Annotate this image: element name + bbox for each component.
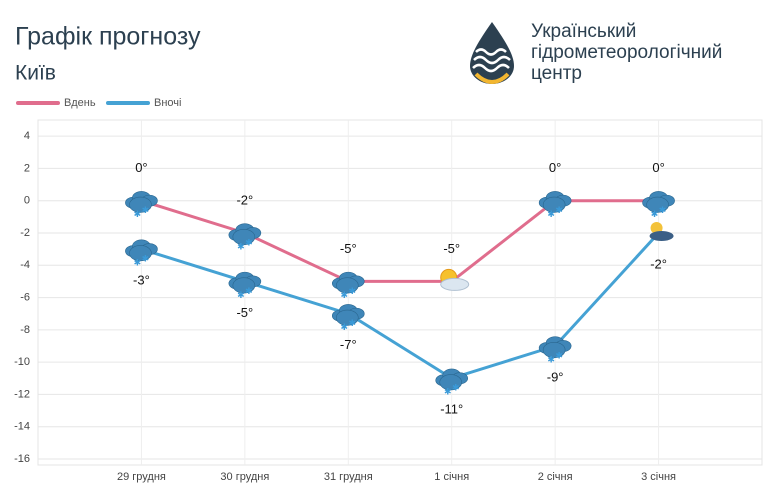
legend-label: Вночі: [154, 97, 181, 109]
snowflake: ✱: [237, 241, 245, 251]
y-tick-label: 0: [24, 195, 30, 207]
snowflake: ✱: [341, 290, 349, 300]
snowflake: ✱: [245, 286, 253, 296]
snowflake: ✱: [341, 322, 349, 332]
snowflake: ✱: [555, 205, 563, 215]
value-label: 0°: [135, 160, 147, 175]
cloud: [335, 277, 359, 294]
value-label: -3°: [133, 273, 150, 288]
snowflake: ✱: [134, 258, 142, 268]
x-tick-label: 31 грудня: [324, 471, 373, 483]
cloud: [542, 196, 566, 213]
series-line: [140, 199, 659, 283]
y-tick-label: -6: [20, 291, 30, 303]
snowflake: ✱: [452, 383, 460, 393]
org-name: Український: [531, 21, 636, 42]
plot-frame: [37, 119, 763, 466]
x-tick-label: 2 січня: [538, 471, 573, 483]
weather-icon: ✱ ✱: [125, 239, 158, 268]
value-label: -2°: [236, 192, 253, 207]
weather-icon: ✱ ✱: [331, 304, 365, 332]
cloud: [335, 309, 359, 326]
weather-icon: ✱ ✱: [228, 271, 262, 300]
snowflake: ✱: [349, 286, 357, 296]
y-tick-label: -10: [14, 356, 30, 368]
title: Графік прогнозу: [15, 23, 201, 51]
weather-icon: ✱ ✱: [642, 191, 675, 219]
subtitle: Київ: [15, 62, 56, 85]
y-tick-label: 4: [24, 130, 30, 142]
y-tick-label: -12: [14, 388, 30, 400]
snowflake: ✱: [659, 205, 667, 215]
weather-icon: ✱ ✱: [331, 271, 365, 300]
y-tick-label: -2: [20, 227, 30, 239]
snowflake: ✱: [245, 237, 253, 247]
value-label: -9°: [547, 369, 564, 384]
org-name: центр: [531, 63, 582, 84]
cloud: [232, 277, 256, 294]
snowflake: ✱: [349, 318, 357, 328]
snowflake: ✱: [547, 209, 555, 219]
weather-icon: ✱ ✱: [435, 368, 469, 397]
snowflake: ✱: [134, 209, 142, 219]
snowflake: ✱: [651, 209, 659, 219]
y-tick-label: 2: [24, 162, 30, 174]
y-tick-label: -16: [14, 453, 30, 465]
snowflake: ✱: [142, 254, 150, 264]
cloud: [649, 231, 674, 241]
snowflake: ✱: [547, 354, 555, 364]
value-label: -5°: [443, 241, 460, 256]
value-label: -5°: [340, 241, 357, 256]
snowflake: ✱: [555, 350, 563, 360]
weather-icon: ✱ ✱: [125, 191, 158, 219]
cloud: [646, 196, 669, 213]
x-tick-label: 1 січня: [434, 471, 469, 483]
org-name: гідрометеорологічний: [531, 42, 722, 63]
value-label: -11°: [440, 402, 463, 417]
weather-icon: ✱ ✱: [538, 191, 572, 219]
moon: [650, 222, 663, 234]
cloud: [232, 229, 256, 246]
cloud: [542, 341, 566, 358]
y-tick-label: -8: [20, 324, 30, 336]
value-label: -5°: [236, 305, 253, 320]
weather-icon: [440, 268, 470, 291]
x-tick-label: 3 січня: [641, 471, 676, 483]
weather-icon: [649, 222, 674, 241]
series-line: [140, 231, 660, 380]
cloud: [440, 277, 470, 291]
legend-label: Вдень: [64, 97, 96, 109]
value-label: 0°: [549, 160, 561, 175]
snowflake: ✱: [142, 205, 150, 215]
y-tick-label: -4: [20, 259, 30, 271]
x-tick-label: 30 грудня: [220, 471, 269, 483]
x-tick-label: 29 грудня: [117, 471, 166, 483]
y-tick-label: -14: [14, 421, 30, 433]
snowflake: ✱: [237, 290, 245, 300]
cloud: [129, 196, 152, 213]
cloud: [439, 374, 463, 391]
value-label: -7°: [340, 337, 357, 352]
weather-icon: ✱ ✱: [228, 223, 262, 251]
weather-icon: ✱ ✱: [538, 336, 572, 364]
cloud: [129, 245, 152, 262]
logo: [470, 22, 514, 85]
value-label: 0°: [652, 160, 664, 175]
snowflake: ✱: [444, 387, 452, 397]
value-label: -2°: [650, 256, 667, 271]
